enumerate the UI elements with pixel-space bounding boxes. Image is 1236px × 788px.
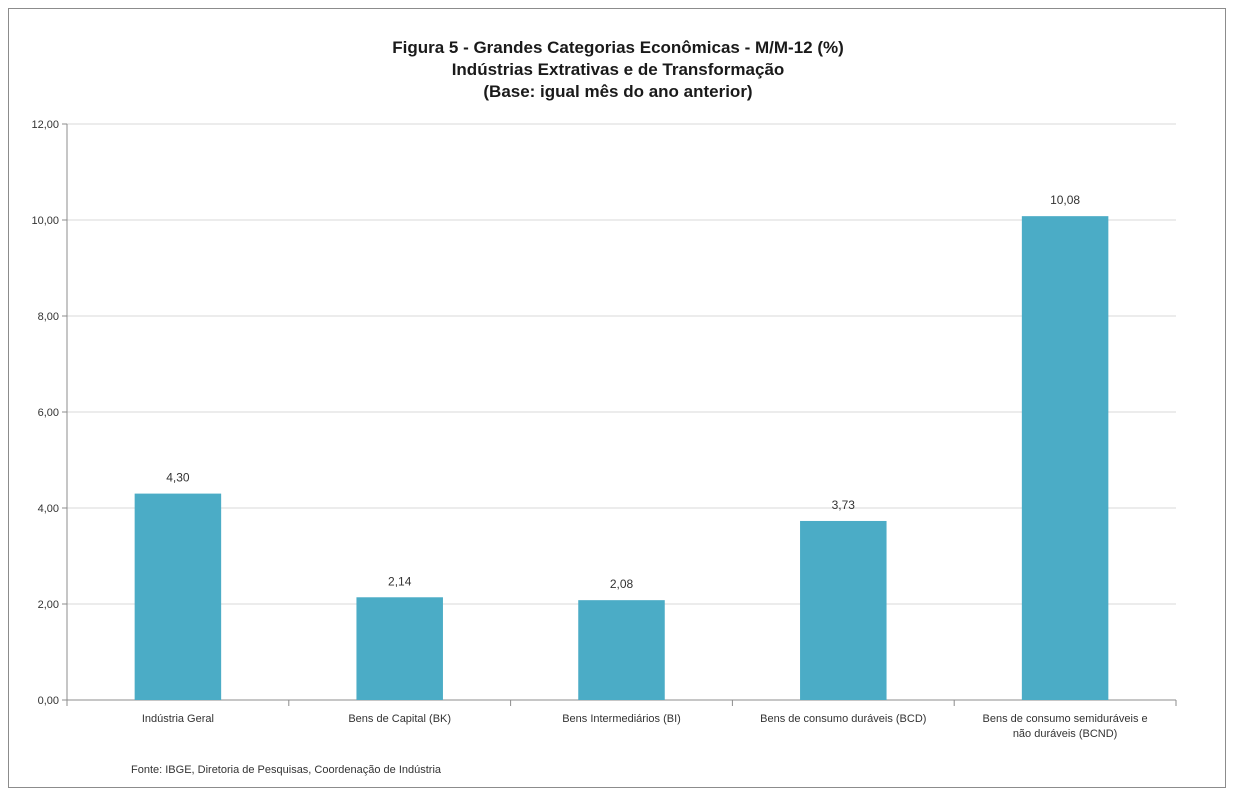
x-category-label: Bens Intermediários (BI) [562,713,681,725]
y-tick-label: 0,00 [38,695,59,707]
x-category-label: Indústria Geral [142,713,214,725]
bar [1021,216,1109,700]
data-label: 4,30 [166,471,190,485]
chart-title-line-2: Indústrias Extrativas e de Transformação [451,60,785,79]
x-category-label: Bens de Capital (BK) [348,713,451,725]
y-tick-label: 6,00 [38,407,59,419]
bar [578,600,665,700]
x-category-label: Bens de consumo semiduráveis e [983,713,1148,725]
y-tick-label: 2,00 [38,599,59,611]
x-category-label: não duráveis (BCND) [1013,728,1118,740]
y-tick-label: 10,00 [31,215,59,227]
bar [800,520,887,700]
chart-title-line-3: (Base: igual mês do ano anterior) [483,82,753,101]
source-footer: Fonte: IBGE, Diretoria de Pesquisas, Coo… [131,764,442,776]
x-category-label: Bens de consumo duráveis (BCD) [760,713,926,725]
bar [134,493,222,700]
bar [356,597,443,700]
data-label: 2,08 [610,577,634,591]
y-tick-label: 12,00 [31,119,59,131]
data-label: 10,08 [1050,193,1080,207]
chart-title-line-1: Figura 5 - Grandes Categorias Econômicas… [392,38,844,57]
y-tick-label: 8,00 [38,311,59,323]
data-label: 3,73 [832,498,856,512]
y-tick-label: 4,00 [38,503,59,515]
data-label: 2,14 [388,574,412,588]
